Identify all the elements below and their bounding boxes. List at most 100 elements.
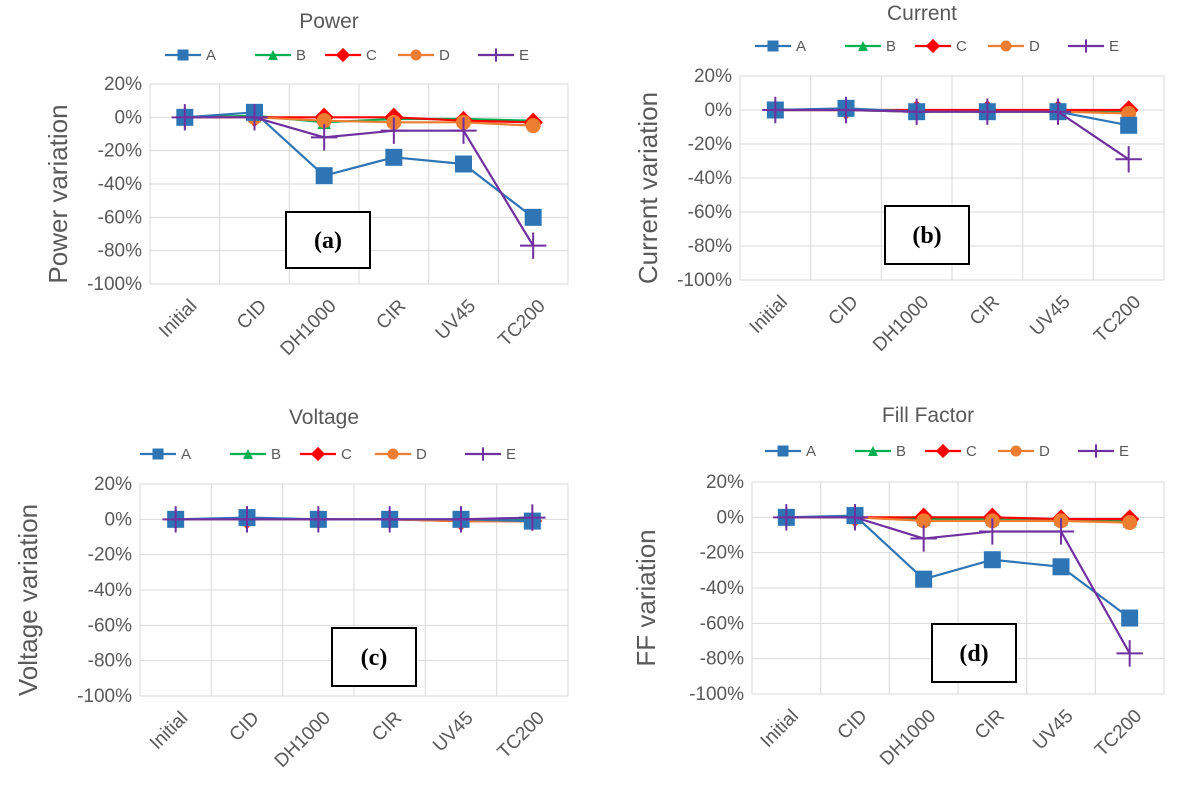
chart-title: Power <box>299 10 359 33</box>
legend-marker <box>476 447 490 461</box>
data-point <box>1044 98 1072 125</box>
legend-marker <box>1079 39 1093 53</box>
legend-label: D <box>439 47 450 64</box>
legend-label: B <box>296 47 306 64</box>
data-point <box>841 504 869 531</box>
data-point <box>310 124 338 151</box>
legend-marker <box>935 443 951 459</box>
legend-marker <box>858 41 868 51</box>
legend-label: C <box>956 38 967 55</box>
legend-marker <box>1089 444 1103 458</box>
panel-tag-label: (c) <box>361 645 388 671</box>
y-tick-label: 20% <box>94 474 132 495</box>
series-line <box>786 514 1131 619</box>
y-axis-label: Power variation <box>43 104 73 283</box>
x-tick-label: Initial <box>757 706 803 752</box>
legend-marker <box>335 47 351 63</box>
y-tick-label: -60% <box>688 202 732 223</box>
y-tick-label: -40% <box>88 580 132 601</box>
x-tick-label: DH1000 <box>876 706 940 770</box>
legend-label: E <box>506 446 516 463</box>
y-tick-label: 20% <box>104 74 142 95</box>
chart-svg: Power 20% 0% -20% -40% -60% -80% -100% Initial CI… <box>43 10 569 360</box>
x-tick-label: TC200 <box>1091 706 1146 761</box>
data-point <box>1121 609 1139 627</box>
y-tick-label: -60% <box>700 613 744 634</box>
chart-panel-a: Power 20% 0% -20% -40% -60% -80% -100% Initial CI… <box>0 0 600 396</box>
data-point <box>773 504 800 531</box>
panel-tag-box <box>931 623 1017 683</box>
legend-marker <box>152 448 164 460</box>
data-point <box>233 506 261 533</box>
legend-marker <box>777 445 789 457</box>
series-A <box>777 507 1139 627</box>
y-tick-label: -20% <box>700 543 744 564</box>
legend-marker <box>268 50 278 60</box>
legend-label: D <box>416 446 427 463</box>
x-tick-label: Initial <box>146 708 192 754</box>
y-tick-label: -80% <box>700 649 744 670</box>
data-point <box>1115 146 1142 173</box>
x-tick-label: TC200 <box>494 708 549 763</box>
data-point <box>910 525 937 552</box>
x-tick-label: DH1000 <box>869 292 933 356</box>
legend-label: A <box>206 47 216 64</box>
data-point <box>519 504 546 531</box>
y-tick-label: 0% <box>717 507 745 528</box>
y-tick-label: -80% <box>98 241 142 262</box>
x-tick-label: Initial <box>746 292 792 338</box>
data-point <box>1052 558 1070 576</box>
legend: A B C D E <box>765 443 1129 460</box>
y-tick-label: -40% <box>700 578 744 599</box>
data-point <box>524 208 542 226</box>
legend: A B C D E <box>755 38 1119 55</box>
data-point <box>916 513 932 529</box>
legend-marker <box>1000 40 1012 52</box>
series-E <box>762 96 1142 173</box>
y-tick-label: -20% <box>98 141 142 162</box>
y-tick-label: -100% <box>87 274 142 295</box>
chart-panel-c: Voltage 20% 0% -20% -40% -60% -80% -100% Initial… <box>0 396 600 792</box>
legend-label: A <box>181 446 191 463</box>
chart-svg: Voltage 20% 0% -20% -40% -60% -80% -100% Initial… <box>13 406 569 772</box>
y-tick-label: -40% <box>98 174 142 195</box>
x-tick-label: TC200 <box>1090 292 1145 347</box>
y-tick-label: 0% <box>705 100 733 121</box>
x-tick-label: DH1000 <box>271 708 335 772</box>
data-point <box>447 506 475 533</box>
data-point <box>519 232 547 259</box>
data-point <box>832 96 860 124</box>
data-point <box>385 148 403 166</box>
x-tick-label: Initial <box>155 296 201 342</box>
data-point <box>316 113 332 129</box>
chart-title: Current <box>887 2 957 25</box>
legend-marker <box>925 38 941 54</box>
legend-marker <box>1010 445 1022 457</box>
series-E <box>171 104 547 259</box>
legend-marker <box>767 40 779 52</box>
chart-svg: Fill Factor 20% 0% -20% -40% -60% -80% -100% Ini… <box>631 404 1165 770</box>
y-tick-label: -80% <box>88 651 132 672</box>
chart-svg: Current 20% 0% -20% -40% -60% -80% -100% Initial… <box>633 2 1165 356</box>
x-tick-label: UV45 <box>429 708 477 756</box>
series-E <box>162 504 546 533</box>
legend-label: B <box>886 38 896 55</box>
legend-label: E <box>519 47 529 64</box>
legend-marker <box>310 446 326 462</box>
data-point <box>1122 515 1138 531</box>
legend-marker <box>410 49 422 61</box>
data-point <box>1116 640 1143 667</box>
panel-tag-box <box>884 205 970 265</box>
y-tick-label: -20% <box>688 134 732 155</box>
x-tick-label: UV45 <box>432 296 480 344</box>
legend-label: D <box>1029 38 1040 55</box>
data-point <box>455 155 472 173</box>
x-tick-label: CID <box>233 296 271 334</box>
panel-tag-label: (d) <box>959 641 988 667</box>
data-point <box>983 551 1001 569</box>
y-tick-label: -60% <box>98 207 142 228</box>
legend-label: E <box>1119 443 1129 460</box>
y-axis-label: FF variation <box>631 529 661 666</box>
legend-marker <box>868 446 878 456</box>
legend: A B C D E <box>140 446 516 463</box>
